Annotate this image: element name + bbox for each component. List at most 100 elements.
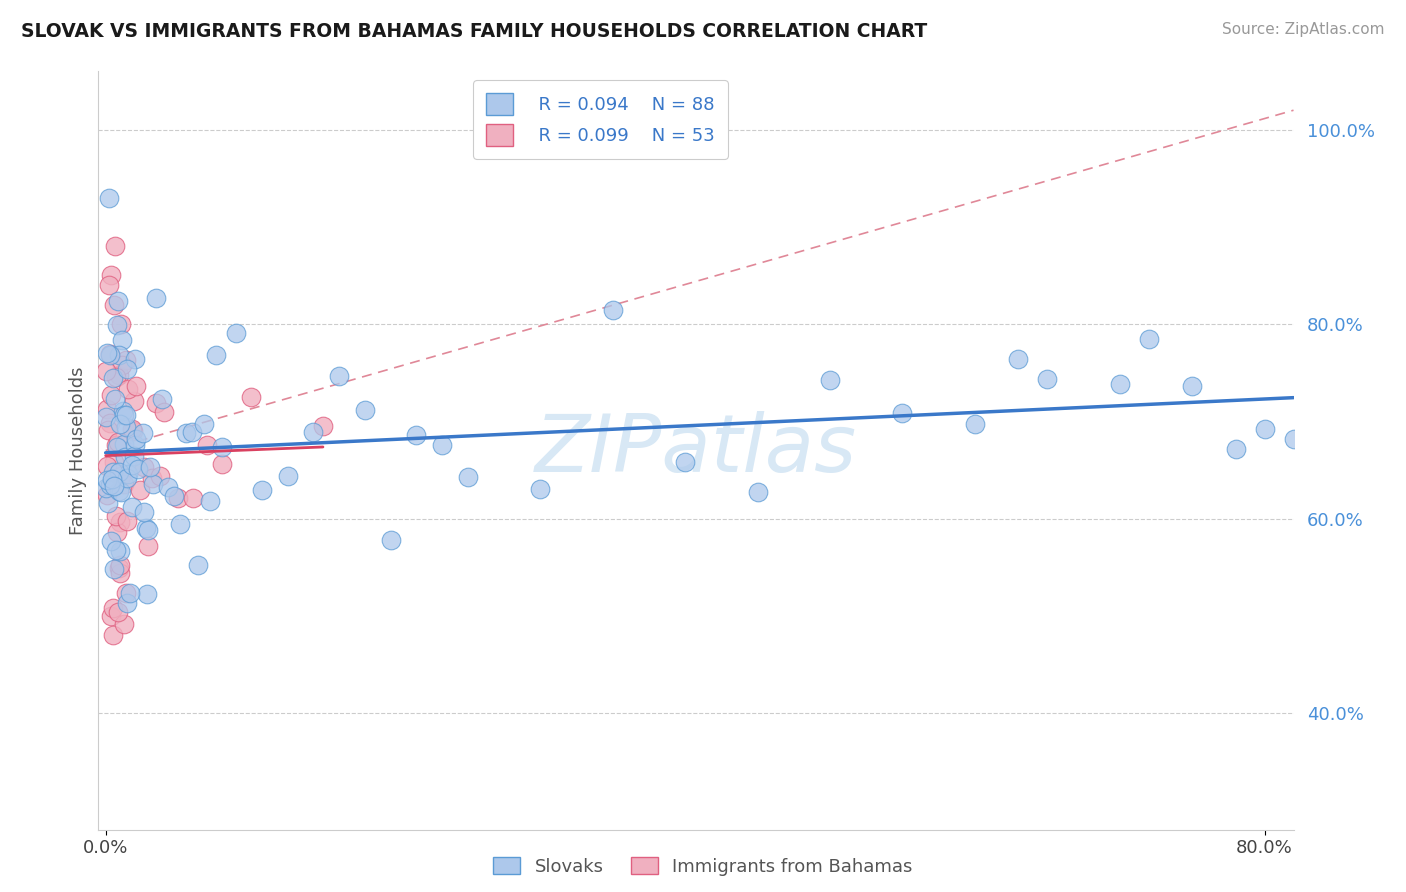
Point: [239, 390, 262, 404]
Point: [104, 392, 127, 407]
Point: [115, 514, 138, 528]
Point: [105, 318, 128, 332]
Point: [129, 483, 152, 497]
Point: [103, 298, 125, 312]
Point: [121, 424, 143, 438]
Point: [198, 494, 221, 508]
Point: [180, 425, 202, 439]
Point: [112, 437, 135, 451]
Point: [125, 379, 148, 393]
Point: [100, 608, 122, 623]
Point: [108, 484, 131, 499]
Point: [1137, 332, 1160, 346]
Point: [380, 533, 402, 547]
Point: [152, 405, 174, 419]
Point: [818, 373, 841, 387]
Point: [204, 348, 226, 362]
Point: [195, 438, 218, 452]
Point: [132, 460, 155, 475]
Point: [117, 382, 139, 396]
Point: [101, 465, 124, 479]
Point: [136, 540, 159, 554]
Point: [163, 489, 186, 503]
Point: [98, 347, 121, 361]
Point: [105, 438, 128, 452]
Legend: Slovaks, Immigrants from Bahamas: Slovaks, Immigrants from Bahamas: [486, 850, 920, 883]
Point: [100, 387, 122, 401]
Point: [145, 396, 167, 410]
Point: [121, 422, 143, 436]
Point: [124, 393, 146, 408]
Point: [250, 483, 273, 497]
Text: ZIPatlas: ZIPatlas: [534, 411, 858, 490]
Point: [103, 455, 125, 469]
Y-axis label: Family Households: Family Households: [69, 367, 87, 534]
Point: [141, 477, 163, 491]
Point: [181, 491, 204, 506]
Point: [1282, 432, 1305, 446]
Point: [107, 368, 129, 382]
Legend:   R = 0.094    N = 88,   R = 0.099    N = 53: R = 0.094 N = 88, R = 0.099 N = 53: [472, 80, 728, 159]
Point: [136, 523, 159, 537]
Point: [602, 303, 624, 318]
Point: [115, 420, 138, 434]
Point: [405, 428, 427, 442]
Point: [115, 408, 138, 422]
Point: [891, 406, 914, 420]
Point: [104, 239, 127, 253]
Point: [118, 586, 141, 600]
Point: [98, 348, 121, 362]
Point: [1181, 379, 1204, 393]
Point: [135, 587, 157, 601]
Point: [105, 440, 128, 454]
Point: [98, 191, 121, 205]
Point: [101, 628, 124, 642]
Point: [1036, 372, 1059, 386]
Point: [174, 426, 197, 441]
Point: [122, 449, 145, 463]
Point: [132, 505, 155, 519]
Point: [115, 596, 138, 610]
Point: [97, 423, 120, 437]
Point: [98, 416, 121, 430]
Point: [108, 465, 131, 479]
Point: [110, 468, 132, 483]
Point: [127, 462, 149, 476]
Point: [1108, 377, 1130, 392]
Point: [167, 491, 190, 505]
Point: [108, 544, 131, 558]
Point: [103, 479, 125, 493]
Point: [141, 471, 163, 485]
Point: [121, 458, 143, 472]
Text: SLOVAK VS IMMIGRANTS FROM BAHAMAS FAMILY HOUSEHOLDS CORRELATION CHART: SLOVAK VS IMMIGRANTS FROM BAHAMAS FAMILY…: [21, 22, 928, 41]
Point: [529, 482, 551, 496]
Point: [150, 392, 173, 406]
Point: [193, 417, 215, 432]
Point: [211, 441, 233, 455]
Point: [108, 566, 131, 581]
Point: [108, 560, 131, 574]
Point: [97, 496, 120, 510]
Point: [104, 370, 127, 384]
Point: [100, 534, 122, 549]
Point: [112, 477, 135, 491]
Point: [114, 353, 136, 368]
Point: [105, 543, 128, 558]
Point: [114, 450, 136, 464]
Point: [105, 509, 128, 524]
Point: [108, 417, 131, 432]
Point: [100, 268, 122, 283]
Point: [1253, 422, 1275, 436]
Point: [277, 469, 299, 483]
Point: [747, 484, 769, 499]
Point: [1225, 442, 1247, 457]
Point: [112, 409, 135, 423]
Point: [963, 417, 986, 431]
Point: [108, 515, 131, 529]
Point: [211, 457, 233, 471]
Point: [115, 362, 138, 376]
Point: [107, 606, 129, 620]
Point: [457, 470, 479, 484]
Point: [430, 438, 453, 452]
Point: [111, 333, 134, 347]
